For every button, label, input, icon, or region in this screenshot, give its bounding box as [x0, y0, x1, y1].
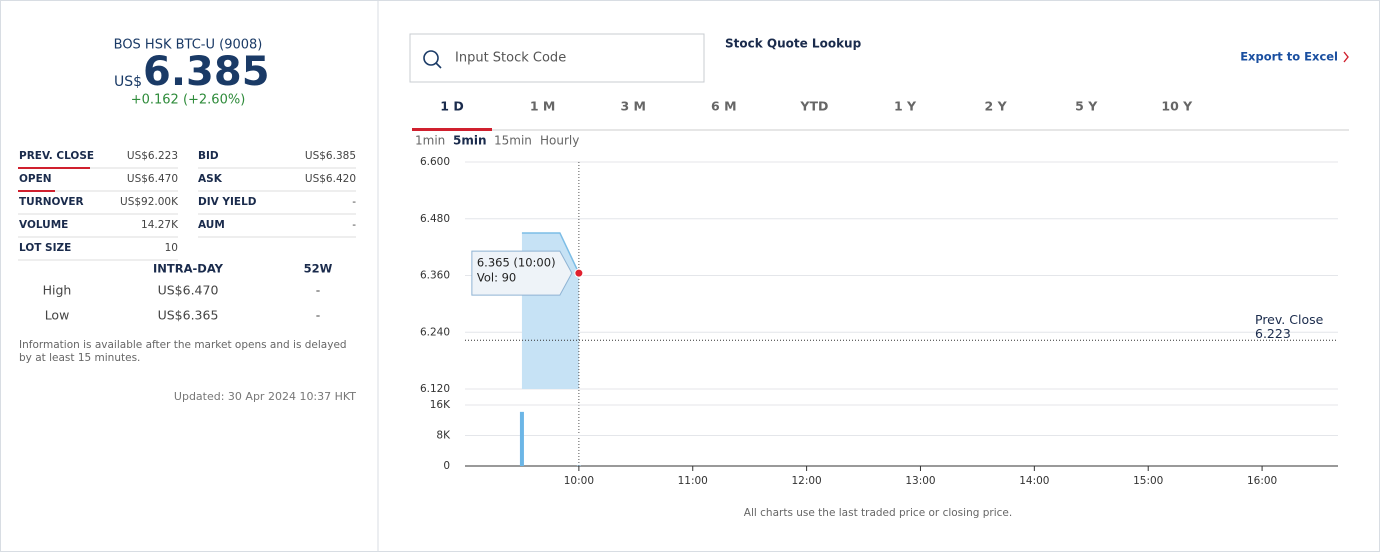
stat-label: BID [198, 150, 219, 162]
y-tick-label: 6.120 [420, 383, 450, 395]
export-link[interactable]: Export to Excel [1240, 50, 1338, 64]
x-tick-label: 13:00 [905, 475, 935, 487]
stat-value: 14.27K [141, 219, 179, 231]
range-cell: - [316, 308, 321, 323]
updated: Updated: 30 Apr 2024 10:37 HKT [174, 390, 356, 403]
tab[interactable]: 10 Y [1161, 99, 1193, 114]
stat-label: LOT SIZE [19, 242, 71, 254]
interval[interactable]: 1min [415, 134, 445, 148]
tab[interactable]: 1 Y [894, 99, 917, 114]
price: 6.385 [143, 49, 270, 95]
stat-label: OPEN [19, 173, 52, 185]
export-chevron [1343, 51, 1349, 63]
y-tick-label: 0 [443, 460, 450, 472]
stat-value: 10 [165, 242, 178, 254]
interval[interactable]: 15min [494, 134, 532, 148]
stat-label: DIV YIELD [198, 196, 257, 208]
search-icon [423, 50, 439, 66]
stat-value: - [352, 196, 356, 208]
stat-label: VOLUME [19, 219, 68, 231]
prev-close-value: 6.223 [1255, 326, 1291, 341]
x-tick-label: 14:00 [1019, 475, 1049, 487]
stat-label: PREV. CLOSE [19, 150, 94, 162]
search-box[interactable] [409, 33, 705, 83]
range-header: 52W [304, 262, 333, 276]
stat-value: US$6.420 [305, 173, 356, 185]
currency: US$ [114, 74, 142, 90]
tab[interactable]: 6 M [711, 99, 737, 114]
tab[interactable]: YTD [799, 99, 828, 114]
interval[interactable]: Hourly [540, 134, 579, 148]
y-tick-label: 6.360 [420, 270, 450, 282]
stat-value: US$6.470 [127, 173, 178, 185]
search-icon-handle [435, 62, 442, 69]
footnote: All charts use the last traded price or … [744, 507, 1012, 519]
y-tick-label: 8K [436, 430, 451, 442]
tabs: 1 D 1 M 3 M 6 M YTD 1 Y 2 Y 5 Y 10 Y 1min 5min 15mi… [412, 99, 1193, 148]
lookup-title: Stock Quote Lookup [725, 37, 862, 51]
stat-value: US$92.00K [120, 196, 179, 208]
range-header: INTRA-DAY [153, 262, 224, 276]
tab[interactable]: 3 M [620, 99, 646, 114]
x-tick-label: 11:00 [678, 475, 708, 487]
price-line [521, 232, 580, 274]
chart: 6.120 6.240 6.360 6.480 6.600 Prev. Close6.22… [420, 156, 1338, 487]
range-cell: High [43, 283, 72, 298]
x-tick-label: 16:00 [1247, 475, 1277, 487]
tab-active-bar [412, 128, 492, 131]
y-tick-label: 6.240 [420, 326, 450, 338]
tooltip-text: Vol: 90 [477, 271, 516, 285]
y-tick-label: 6.480 [420, 213, 450, 225]
interval[interactable]: 5min [453, 134, 487, 148]
range-cell: Low [45, 308, 70, 323]
tooltip-text: 6.365 (10:00) [477, 256, 556, 270]
change: +0.162 (+2.60%) [131, 93, 246, 108]
stat-value: US$6.223 [127, 150, 178, 162]
stock-name: BOS HSK BTC-U (9008) [114, 38, 263, 53]
y-tick-label: 6.600 [420, 156, 450, 168]
tab[interactable]: 5 Y [1075, 99, 1098, 114]
tab[interactable]: 1 M [530, 99, 556, 114]
prev-close-label: Prev. Close [1255, 312, 1324, 327]
y-tick-label: 16K [430, 399, 451, 411]
tab[interactable]: 1 D [440, 99, 463, 114]
note: Information is available after the marke… [19, 339, 347, 364]
stat-value: - [352, 219, 356, 231]
tooltip-box [471, 250, 573, 296]
stat-label: AUM [198, 219, 225, 231]
volume-bar [519, 411, 524, 466]
range-cell: US$6.365 [158, 308, 219, 323]
stat-label: ASK [198, 173, 223, 185]
x-tick-label: 10:00 [564, 475, 594, 487]
range-cell: - [316, 283, 321, 298]
tab[interactable]: 2 Y [985, 99, 1008, 114]
stat-label: TURNOVER [19, 196, 84, 208]
stats-table: PREV. CLOSE US$6.223 BID US$6.385 OPEN US$6.4… [18, 150, 356, 323]
hover-point [574, 268, 584, 278]
stat-value: US$6.385 [305, 150, 356, 162]
x-tick-label: 15:00 [1133, 475, 1163, 487]
search-placeholder: Input Stock Code [455, 51, 566, 66]
x-tick-label: 12:00 [791, 475, 821, 487]
range-cell: US$6.470 [158, 283, 219, 298]
